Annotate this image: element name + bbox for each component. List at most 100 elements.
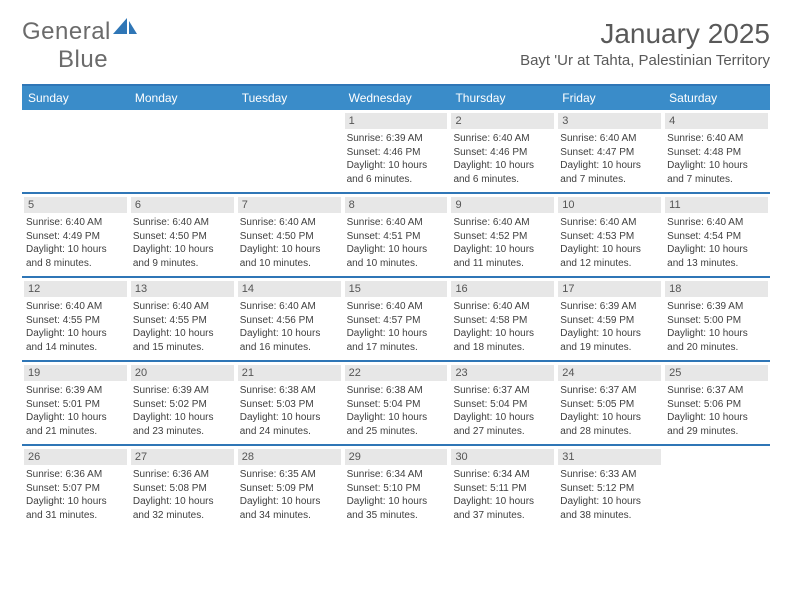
- daylight-line-2: and 7 minutes.: [560, 173, 659, 187]
- daylight-line-1: Daylight: 10 hours: [667, 411, 766, 425]
- calendar-day: 5Sunrise: 6:40 AMSunset: 4:49 PMDaylight…: [22, 194, 129, 276]
- sunrise-line: Sunrise: 6:40 AM: [347, 300, 446, 314]
- daylight-line-2: and 10 minutes.: [347, 257, 446, 271]
- sunrise-line: Sunrise: 6:40 AM: [667, 216, 766, 230]
- dow-tuesday: Tuesday: [236, 86, 343, 110]
- day-number: 16: [451, 281, 554, 297]
- day-details: Sunrise: 6:40 AMSunset: 4:51 PMDaylight:…: [345, 216, 448, 270]
- calendar-day: 13Sunrise: 6:40 AMSunset: 4:55 PMDayligh…: [129, 278, 236, 360]
- sunset-line: Sunset: 4:53 PM: [560, 230, 659, 244]
- day-details: Sunrise: 6:40 AMSunset: 4:52 PMDaylight:…: [451, 216, 554, 270]
- calendar-week: 12Sunrise: 6:40 AMSunset: 4:55 PMDayligh…: [22, 276, 770, 360]
- day-details: Sunrise: 6:40 AMSunset: 4:57 PMDaylight:…: [345, 300, 448, 354]
- calendar-day: 21 Sunrise: 6:38 AMSunset: 5:03 PMDayligh…: [236, 362, 343, 444]
- day-number: 3: [558, 113, 661, 129]
- day-number: 19: [24, 365, 127, 381]
- day-number-empty: [131, 113, 234, 129]
- calendar-day: [22, 110, 129, 192]
- sunset-line: Sunset: 5:08 PM: [133, 482, 232, 496]
- day-number: 4: [665, 113, 768, 129]
- daylight-line-1: Daylight: 10 hours: [347, 159, 446, 173]
- day-details: Sunrise: 6:40 AMSunset: 4:49 PMDaylight:…: [24, 216, 127, 270]
- calendar-day: 6 Sunrise: 6:40 AMSunset: 4:50 PMDaylight…: [129, 194, 236, 276]
- day-number: 26: [24, 449, 127, 465]
- daylight-line-1: Daylight: 10 hours: [26, 327, 125, 341]
- daylight-line-1: Daylight: 10 hours: [26, 495, 125, 509]
- calendar-day: 20Sunrise: 6:39 AMSunset: 5:02 PMDayligh…: [129, 362, 236, 444]
- day-details: Sunrise: 6:40 AMSunset: 4:48 PMDaylight:…: [665, 132, 768, 186]
- calendar-day: 23Sunrise: 6:37 AMSunset: 5:04 PMDayligh…: [449, 362, 556, 444]
- sunset-line: Sunset: 4:59 PM: [560, 314, 659, 328]
- sunset-line: Sunset: 4:54 PM: [667, 230, 766, 244]
- calendar-day: 9Sunrise: 6:40 AMSunset: 4:52 PMDaylight…: [449, 194, 556, 276]
- daylight-line-2: and 19 minutes.: [560, 341, 659, 355]
- daylight-line-1: Daylight: 10 hours: [453, 159, 552, 173]
- day-number: 14: [238, 281, 341, 297]
- daylight-line-2: and 17 minutes.: [347, 341, 446, 355]
- day-details: Sunrise: 6:36 AMSunset: 5:08 PMDaylight:…: [131, 468, 234, 522]
- daylight-line-2: and 37 minutes.: [453, 509, 552, 523]
- sunrise-line: Sunrise: 6:37 AM: [667, 384, 766, 398]
- day-details: Sunrise: 6:40 AMSunset: 4:46 PMDaylight:…: [451, 132, 554, 186]
- day-number: 18: [665, 281, 768, 297]
- day-number-empty: [238, 113, 341, 129]
- day-details: Sunrise: 6:40 AMSunset: 4:50 PMDaylight:…: [131, 216, 234, 270]
- day-details: Sunrise: 6:38 AMSunset: 5:04 PMDaylight:…: [345, 384, 448, 438]
- day-details: Sunrise: 6:39 AMSunset: 5:00 PMDaylight:…: [665, 300, 768, 354]
- day-number: 21: [238, 365, 341, 381]
- day-number: 15: [345, 281, 448, 297]
- sunrise-line: Sunrise: 6:39 AM: [347, 132, 446, 146]
- calendar-day: 1Sunrise: 6:39 AMSunset: 4:46 PMDaylight…: [343, 110, 450, 192]
- sunset-line: Sunset: 4:48 PM: [667, 146, 766, 160]
- calendar-day: 15 Sunrise: 6:40 AMSunset: 4:57 PMDayligh…: [343, 278, 450, 360]
- daylight-line-2: and 6 minutes.: [347, 173, 446, 187]
- sunrise-line: Sunrise: 6:40 AM: [240, 216, 339, 230]
- daylight-line-2: and 14 minutes.: [26, 341, 125, 355]
- day-details: Sunrise: 6:40 AMSunset: 4:53 PMDaylight:…: [558, 216, 661, 270]
- daylight-line-2: and 34 minutes.: [240, 509, 339, 523]
- day-details: Sunrise: 6:40 AMSunset: 4:55 PMDaylight:…: [24, 300, 127, 354]
- calendar: Sunday Monday Tuesday Wednesday Thursday…: [22, 84, 770, 528]
- dow-wednesday: Wednesday: [343, 86, 450, 110]
- calendar-day: 19 Sunrise: 6:39 AMSunset: 5:01 PMDayligh…: [22, 362, 129, 444]
- daylight-line-2: and 11 minutes.: [453, 257, 552, 271]
- sail-icon: [113, 18, 139, 36]
- sunset-line: Sunset: 5:12 PM: [560, 482, 659, 496]
- sunset-line: Sunset: 4:55 PM: [26, 314, 125, 328]
- sunset-line: Sunset: 4:47 PM: [560, 146, 659, 160]
- sunset-line: Sunset: 5:10 PM: [347, 482, 446, 496]
- daylight-line-2: and 32 minutes.: [133, 509, 232, 523]
- day-details: Sunrise: 6:37 AMSunset: 5:04 PMDaylight:…: [451, 384, 554, 438]
- day-details: Sunrise: 6:38 AMSunset: 5:03 PMDaylight:…: [238, 384, 341, 438]
- daylight-line-1: Daylight: 10 hours: [667, 159, 766, 173]
- calendar-day: 24Sunrise: 6:37 AMSunset: 5:05 PMDayligh…: [556, 362, 663, 444]
- sunset-line: Sunset: 4:49 PM: [26, 230, 125, 244]
- day-number: 6: [131, 197, 234, 213]
- calendar-day: 11Sunrise: 6:40 AMSunset: 4:54 PMDayligh…: [663, 194, 770, 276]
- dow-saturday: Saturday: [663, 86, 770, 110]
- sunrise-line: Sunrise: 6:40 AM: [26, 300, 125, 314]
- daylight-line-1: Daylight: 10 hours: [560, 243, 659, 257]
- calendar-day: 10Sunrise: 6:40 AMSunset: 4:53 PMDayligh…: [556, 194, 663, 276]
- sunrise-line: Sunrise: 6:40 AM: [453, 216, 552, 230]
- daylight-line-2: and 7 minutes.: [667, 173, 766, 187]
- calendar-day: [236, 110, 343, 192]
- day-details: Sunrise: 6:40 AMSunset: 4:55 PMDaylight:…: [131, 300, 234, 354]
- daylight-line-1: Daylight: 10 hours: [26, 243, 125, 257]
- daylight-line-2: and 35 minutes.: [347, 509, 446, 523]
- daylight-line-1: Daylight: 10 hours: [347, 495, 446, 509]
- day-number: 31: [558, 449, 661, 465]
- day-number-empty: [24, 113, 127, 129]
- sunset-line: Sunset: 4:46 PM: [347, 146, 446, 160]
- sunrise-line: Sunrise: 6:38 AM: [347, 384, 446, 398]
- day-details: Sunrise: 6:39 AMSunset: 5:01 PMDaylight:…: [24, 384, 127, 438]
- day-details: Sunrise: 6:40 AMSunset: 4:47 PMDaylight:…: [558, 132, 661, 186]
- month-title: January 2025: [520, 18, 770, 50]
- sunset-line: Sunset: 5:11 PM: [453, 482, 552, 496]
- sunrise-line: Sunrise: 6:39 AM: [133, 384, 232, 398]
- daylight-line-1: Daylight: 10 hours: [560, 495, 659, 509]
- day-details: Sunrise: 6:40 AMSunset: 4:50 PMDaylight:…: [238, 216, 341, 270]
- sunset-line: Sunset: 5:09 PM: [240, 482, 339, 496]
- daylight-line-2: and 24 minutes.: [240, 425, 339, 439]
- calendar-day: [129, 110, 236, 192]
